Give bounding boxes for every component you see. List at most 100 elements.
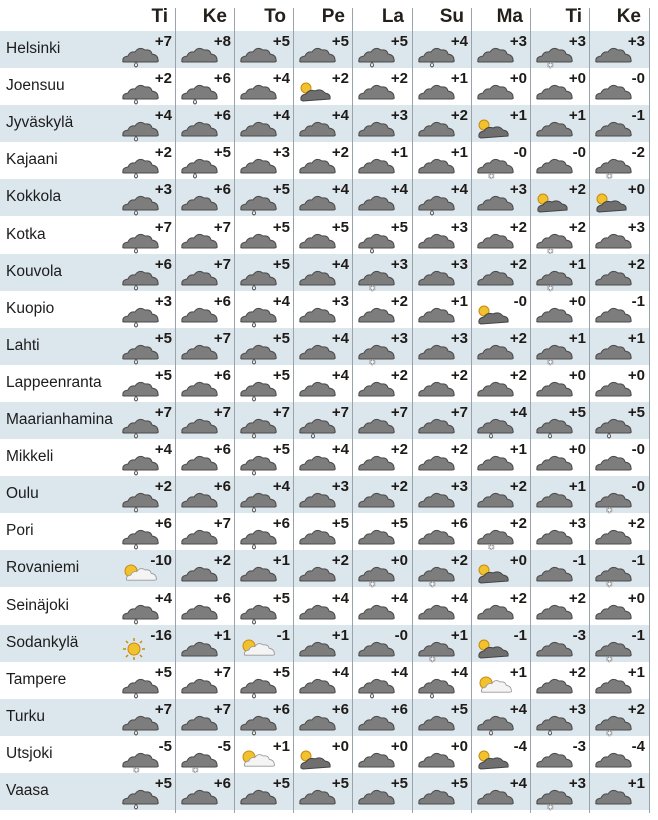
temperature: +2	[568, 663, 586, 681]
temperature: +3	[390, 107, 408, 125]
temperature: +6	[213, 107, 231, 125]
forecast-cell: +3	[117, 179, 176, 216]
city-row: Kotka +7 +7 +5 +5 +5 +3 +2 ✱ +2 +3	[0, 217, 650, 256]
temperature: +1	[450, 626, 468, 644]
temperature: +3	[568, 775, 586, 792]
temperature: +1	[568, 255, 586, 273]
cloud-icon	[238, 154, 278, 178]
sun-cloud-icon	[475, 562, 515, 586]
forecast-cell: ✱ +3	[531, 773, 590, 812]
cloud-icon	[356, 600, 396, 624]
forecast-cell: -1	[472, 625, 531, 662]
rain-icon	[416, 191, 456, 216]
temperature: +3	[154, 292, 172, 310]
temperature: +4	[450, 181, 468, 199]
forecast-cell: ✱ +1	[531, 254, 590, 293]
day-header: Ke	[202, 6, 227, 27]
forecast-cell: +2	[590, 513, 649, 550]
temperature: +2	[213, 552, 231, 570]
snow-icon: ✱	[534, 229, 574, 256]
cloud-icon	[179, 674, 219, 698]
temperature: +0	[331, 737, 349, 755]
city-row: Vaasa +5 +6 +5 +5 +5 +5 +4 ✱ +3 +1	[0, 773, 650, 812]
forecast-cell: +5	[235, 217, 294, 254]
snow-icon: ✱	[356, 562, 396, 590]
temperature: +5	[272, 329, 290, 347]
forecast-cell: +1	[531, 105, 590, 142]
cloud-icon	[179, 525, 219, 549]
temperature: +6	[450, 515, 468, 533]
forecast-cell: +3	[413, 476, 472, 513]
cloud-icon	[356, 303, 396, 327]
column-divider	[412, 8, 413, 813]
temperature: +5	[390, 515, 408, 533]
cloud-icon	[475, 340, 515, 364]
temperature: +1	[450, 70, 468, 88]
forecast-cell: ✱ -1	[590, 625, 649, 664]
forecast-cell: +5	[235, 662, 294, 699]
rain-icon	[120, 785, 160, 810]
temperature: +0	[627, 589, 645, 607]
temperature: +3	[390, 329, 408, 347]
svg-text:✱: ✱	[547, 284, 554, 292]
cloud-icon	[179, 414, 219, 438]
forecast-cell: +5	[235, 588, 294, 625]
forecast-cell: +6	[176, 365, 235, 402]
cloud-icon	[534, 525, 574, 549]
cloud-icon	[534, 674, 574, 698]
cloud-icon	[416, 303, 456, 327]
temperature: +1	[509, 107, 527, 125]
cloud-icon	[475, 488, 515, 512]
forecast-cell: +2	[472, 217, 531, 254]
temperature: +1	[627, 775, 645, 792]
city-row: Lahti +5 +7 +5 +4 ✱ +3 +3 +2 ✱ +1 +1	[0, 327, 650, 367]
snow-icon: ✱	[534, 43, 574, 70]
cloud-icon	[416, 229, 456, 253]
forecast-cell: +3	[117, 291, 176, 328]
temperature: +3	[509, 33, 527, 50]
temperature: +4	[331, 589, 349, 607]
temperature: +5	[331, 515, 349, 533]
forecast-cell: +2	[531, 662, 590, 699]
forecast-cell: +7	[176, 513, 235, 550]
temperature: +6	[213, 70, 231, 88]
city-row: Maarianhamina +7 +7 +7 +7 +7 +7 +4 +5 +5	[0, 402, 650, 439]
forecast-cell: +2	[117, 476, 176, 513]
city-row: Joensuu +2 +6 +4 +2 +2 +1 +0 +0 -0	[0, 68, 650, 105]
snow-icon: ✱	[120, 748, 160, 775]
temperature: +2	[627, 515, 645, 533]
rain-icon	[475, 711, 515, 736]
forecast-cell: +7	[117, 699, 176, 736]
forecast-cell: +2	[413, 365, 472, 402]
temperature: +1	[568, 107, 586, 125]
forecast-cell: +4	[294, 439, 353, 476]
temperature: +1	[390, 144, 408, 162]
column-divider	[589, 8, 590, 813]
temperature: +8	[213, 33, 231, 50]
temperature: +0	[568, 366, 586, 384]
cloud-icon	[356, 711, 396, 735]
temperature: +5	[154, 775, 172, 792]
sun-cloud-icon	[475, 748, 515, 772]
temperature: -1	[631, 552, 645, 570]
temperature: +0	[568, 292, 586, 310]
cloud-icon	[593, 600, 633, 624]
forecast-cell: +1	[472, 439, 531, 476]
snow-icon: ✱	[593, 562, 633, 590]
city-name: Kokkola	[6, 188, 62, 206]
cloud-icon	[356, 525, 396, 549]
forecast-cell: +4	[353, 179, 412, 216]
forecast-cell: +2	[353, 365, 412, 402]
sun-cloud-icon	[297, 80, 337, 104]
cloud-icon	[534, 303, 574, 327]
forecast-cell: +4	[353, 662, 412, 699]
forecast-cell: +0	[590, 365, 649, 402]
forecast-cell: +5	[176, 142, 235, 179]
city-row: Pori +6 +7 +6 +5 +5 +6 ✱ +2 +3 +2	[0, 513, 650, 552]
temperature: +2	[450, 552, 468, 570]
rain-icon	[416, 43, 456, 68]
temperature: +5	[272, 33, 290, 50]
rain-icon	[120, 80, 160, 105]
forecast-cell: +2	[353, 476, 412, 513]
svg-text:✱: ✱	[192, 766, 199, 774]
